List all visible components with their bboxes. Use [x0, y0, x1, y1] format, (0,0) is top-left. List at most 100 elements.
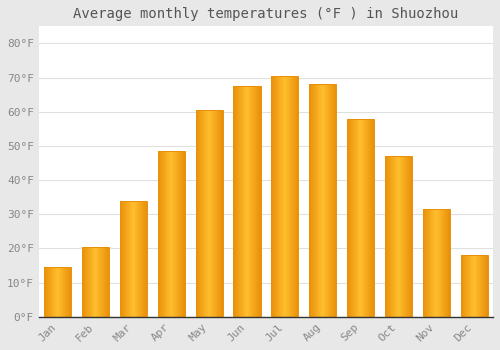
Bar [426, 209, 427, 317]
Bar [127, 201, 128, 317]
Bar [167, 151, 168, 317]
Bar [134, 201, 135, 317]
Bar [240, 86, 241, 317]
Bar [242, 86, 243, 317]
Bar [422, 209, 450, 317]
Bar [479, 255, 480, 317]
Bar [446, 209, 447, 317]
Bar [442, 209, 443, 317]
Bar [174, 151, 175, 317]
Bar [215, 110, 216, 317]
Bar [392, 156, 393, 317]
Bar [441, 209, 442, 317]
Bar [57, 267, 58, 317]
Bar [295, 76, 296, 317]
Bar [52, 267, 53, 317]
Bar [320, 84, 321, 317]
Bar [101, 247, 102, 317]
Bar [165, 151, 166, 317]
Bar [99, 247, 100, 317]
Bar [333, 84, 334, 317]
Bar [206, 110, 207, 317]
Bar [433, 209, 434, 317]
Bar [437, 209, 438, 317]
Bar [385, 156, 386, 317]
Bar [430, 209, 431, 317]
Bar [176, 151, 178, 317]
Bar [432, 209, 433, 317]
Bar [318, 84, 319, 317]
Bar [120, 201, 121, 317]
Bar [98, 247, 99, 317]
Bar [431, 209, 432, 317]
Bar [100, 247, 101, 317]
Bar [44, 267, 72, 317]
Bar [201, 110, 202, 317]
Bar [272, 76, 273, 317]
Bar [435, 209, 436, 317]
Bar [397, 156, 398, 317]
Bar [146, 201, 147, 317]
Bar [139, 201, 140, 317]
Bar [330, 84, 331, 317]
Bar [61, 267, 62, 317]
Bar [60, 267, 61, 317]
Bar [410, 156, 411, 317]
Bar [328, 84, 330, 317]
Bar [425, 209, 426, 317]
Bar [422, 209, 423, 317]
Bar [365, 119, 366, 317]
Bar [309, 84, 336, 317]
Bar [124, 201, 126, 317]
Bar [460, 255, 488, 317]
Bar [290, 76, 291, 317]
Bar [399, 156, 400, 317]
Bar [169, 151, 170, 317]
Bar [385, 156, 412, 317]
Bar [86, 247, 87, 317]
Bar [371, 119, 372, 317]
Bar [158, 151, 185, 317]
Bar [362, 119, 364, 317]
Bar [103, 247, 104, 317]
Bar [277, 76, 278, 317]
Bar [283, 76, 284, 317]
Bar [220, 110, 221, 317]
Bar [470, 255, 471, 317]
Bar [473, 255, 474, 317]
Bar [56, 267, 57, 317]
Bar [439, 209, 440, 317]
Bar [361, 119, 362, 317]
Bar [129, 201, 130, 317]
Bar [288, 76, 289, 317]
Bar [356, 119, 357, 317]
Bar [236, 86, 237, 317]
Bar [398, 156, 399, 317]
Bar [354, 119, 355, 317]
Bar [445, 209, 446, 317]
Bar [159, 151, 160, 317]
Bar [238, 86, 239, 317]
Bar [69, 267, 70, 317]
Bar [424, 209, 425, 317]
Bar [359, 119, 360, 317]
Bar [400, 156, 401, 317]
Bar [94, 247, 95, 317]
Bar [83, 247, 84, 317]
Bar [461, 255, 462, 317]
Bar [170, 151, 171, 317]
Bar [164, 151, 165, 317]
Bar [274, 76, 275, 317]
Bar [352, 119, 353, 317]
Bar [181, 151, 182, 317]
Bar [47, 267, 48, 317]
Bar [429, 209, 430, 317]
Bar [275, 76, 276, 317]
Bar [219, 110, 220, 317]
Bar [259, 86, 260, 317]
Bar [135, 201, 136, 317]
Bar [395, 156, 396, 317]
Bar [160, 151, 161, 317]
Bar [389, 156, 390, 317]
Bar [87, 247, 88, 317]
